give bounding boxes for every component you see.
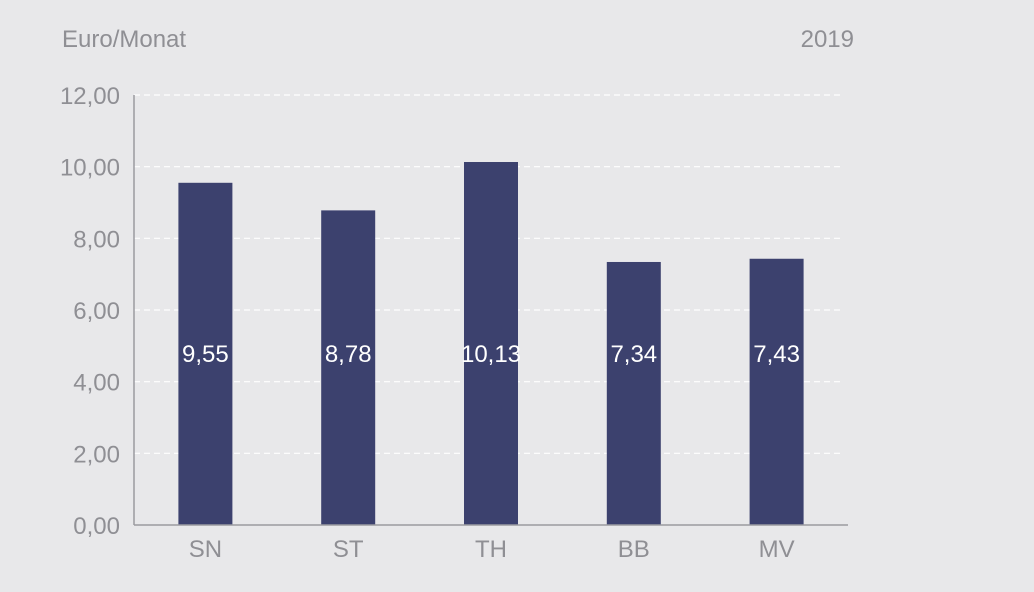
category-label-st: ST [333, 536, 364, 563]
bars [178, 162, 804, 525]
value-label-st: 8,78 [325, 341, 372, 368]
y-tick-label-4: 4,00 [73, 370, 120, 397]
value-label-mv: 7,43 [753, 341, 800, 368]
y-tick-label-6: 6,00 [73, 298, 120, 325]
category-label-sn: SN [189, 536, 222, 563]
value-label-th: 10,13 [461, 341, 521, 368]
y-tick-label-2: 2,00 [73, 441, 120, 468]
bar-sn [178, 182, 233, 525]
y-tick-label-10: 10,00 [60, 155, 120, 182]
category-label-th: TH [475, 536, 507, 563]
y-tick-label-12: 12,00 [60, 83, 120, 110]
labels: 0,00 2,00 4,00 6,00 8,00 10,00 12,00 9,55 SN 8,78… [60, 83, 800, 563]
bar-bb [606, 261, 661, 525]
bar-mv [749, 258, 804, 525]
year-label: 2019 [800, 26, 854, 53]
unit-label: Euro/Monat [62, 26, 187, 53]
category-label-mv: MV [759, 536, 795, 563]
bar-st [321, 210, 376, 525]
y-tick-label-0: 0,00 [73, 513, 120, 540]
value-label-sn: 9,55 [182, 341, 229, 368]
bar-th [464, 162, 518, 525]
axes [133, 95, 848, 526]
category-label-bb: BB [618, 536, 650, 563]
y-tick-label-8: 8,00 [73, 226, 120, 253]
value-label-bb: 7,34 [610, 341, 657, 368]
